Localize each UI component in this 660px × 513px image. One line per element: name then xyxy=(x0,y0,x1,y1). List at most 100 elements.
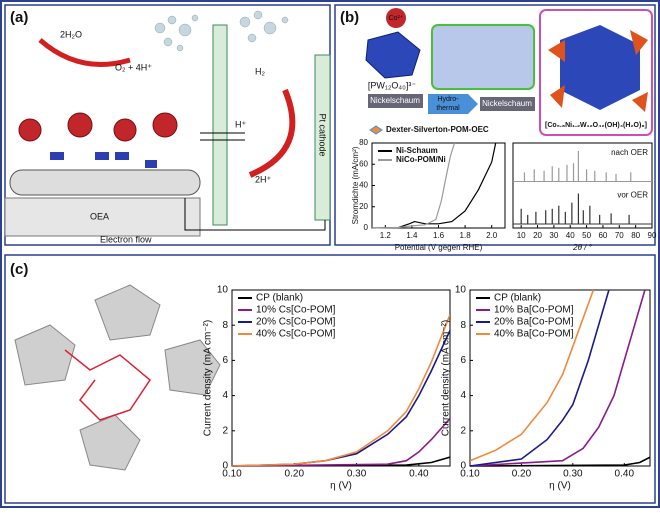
label: Hydro- xyxy=(437,96,459,103)
y-tick-label: 2 xyxy=(222,425,228,436)
x-tick-label: 0.30 xyxy=(563,469,583,480)
series-label: nach OER xyxy=(611,148,648,157)
x-tick-label: 70 xyxy=(615,231,624,240)
label: [Co₆.₈Ni₁.₂W₁₂O₄₂(OH)₄(H₂O)₈] xyxy=(545,122,647,129)
label: Nickelschaum xyxy=(482,99,532,108)
pom-structure xyxy=(365,31,421,79)
anode-label: OEA xyxy=(90,211,109,221)
label: Nickelschaum xyxy=(370,96,420,105)
cluster-core xyxy=(560,25,640,110)
crystal-structure xyxy=(14,284,221,471)
y-tick-label: 60 xyxy=(359,159,368,168)
plot-frame xyxy=(512,142,653,229)
y-tick-label: 4 xyxy=(222,390,228,401)
panel-label: (c) xyxy=(10,261,28,278)
x-axis-label: η (V) xyxy=(330,481,352,492)
x-tick-label: 0.20 xyxy=(512,469,532,480)
label: [PW₁₂O₄₀]³⁻ xyxy=(368,80,416,90)
series-label: vor OER xyxy=(617,191,648,200)
series-line xyxy=(470,289,646,467)
x-axis-label: 2θ / ° xyxy=(572,243,592,252)
y-axis-label: Current density (mA cm⁻²) xyxy=(203,320,214,436)
cathode-label: Pt cathode xyxy=(318,113,328,156)
x-tick-label: 1.8 xyxy=(460,231,472,240)
bubbles xyxy=(154,10,289,52)
y-tick-label: 4 xyxy=(460,390,466,401)
x-tick-label: 1.2 xyxy=(380,231,392,240)
legend-label: 40% Cs[Co-POM] xyxy=(256,329,336,340)
y-axis-label: Stromdichte (mA/cm²) xyxy=(351,146,360,224)
foam xyxy=(480,97,535,111)
panel-label: (b) xyxy=(340,9,359,26)
legend-label: CP (blank) xyxy=(494,293,541,304)
x-tick-label: 90 xyxy=(648,231,657,240)
series-line xyxy=(470,456,650,467)
ion xyxy=(386,8,406,28)
y-tick-label: 40 xyxy=(359,181,368,190)
circuit xyxy=(184,198,326,231)
y-tick-label: 10 xyxy=(455,285,467,296)
y-tick-label: 6 xyxy=(460,355,466,366)
cluster-units xyxy=(548,30,648,112)
y-tick-label: 0 xyxy=(222,461,228,472)
legend-label: 20% Ba[Co-POM] xyxy=(494,317,574,328)
legend-label: 40% Ba[Co-POM] xyxy=(494,329,574,340)
x-axis-label: η (V) xyxy=(549,481,571,492)
x-tick-label: 1.6 xyxy=(433,231,445,240)
legend-label: 20% Cs[Co-POM] xyxy=(256,317,336,328)
x-tick-label: 0.30 xyxy=(347,469,367,480)
legend-label: 10% Cs[Co-POM] xyxy=(256,305,336,316)
x-tick-label: 2.0 xyxy=(486,231,498,240)
series-line xyxy=(470,289,595,462)
arrow xyxy=(38,38,131,67)
x-tick-label: 20 xyxy=(533,231,542,240)
panel-label: (a) xyxy=(10,9,28,26)
label: thermal xyxy=(436,105,460,112)
arrow xyxy=(248,88,296,178)
x-tick-label: 0.10 xyxy=(222,469,242,480)
crystal-packing xyxy=(431,24,535,90)
label: Co²⁺ xyxy=(389,15,404,22)
y-tick-label: 8 xyxy=(460,320,466,331)
series-line xyxy=(232,417,450,467)
legend-label: 10% Ba[Co-POM] xyxy=(494,305,574,316)
foam xyxy=(368,94,423,108)
label: H⁺ xyxy=(235,119,246,129)
label: H₂ xyxy=(255,66,265,76)
ions xyxy=(50,152,157,168)
x-tick-label: 30 xyxy=(549,231,558,240)
panel-a: (a) Pt cathode 2H₂O O₂ + 4H⁺ H₂ H⁺ 2H⁺ O… xyxy=(4,4,331,246)
pom-clusters xyxy=(18,112,178,142)
series-line xyxy=(470,289,610,467)
cathode xyxy=(314,54,331,221)
arrow xyxy=(428,94,478,114)
y-tick-label: 8 xyxy=(222,320,228,331)
y-tick-label: 0 xyxy=(364,223,369,232)
y-tick-label: 0 xyxy=(460,461,466,472)
x-tick-label: 0.20 xyxy=(285,469,305,480)
y-tick-label: 10 xyxy=(217,285,229,296)
series-line xyxy=(372,142,497,229)
x-tick-label: 1.4 xyxy=(406,231,418,240)
membrane xyxy=(212,24,228,226)
anode xyxy=(4,197,201,237)
bonds xyxy=(64,349,151,421)
y-tick-label: 80 xyxy=(359,138,368,147)
x-tick-label: 0.40 xyxy=(409,469,429,480)
y-axis-label: Current density (mA cm⁻²) xyxy=(441,320,452,436)
y-tick-label: 6 xyxy=(222,355,228,366)
x-tick-label: 10 xyxy=(517,231,526,240)
legend-label: CP (blank) xyxy=(256,293,303,304)
y-tick-label: 2 xyxy=(460,425,466,436)
nanotube xyxy=(9,169,201,196)
label: Electron flow xyxy=(100,234,152,244)
x-tick-label: 40 xyxy=(566,231,575,240)
legend-label: NiCo-POM/Ni xyxy=(396,155,446,164)
label: 2H₂O xyxy=(60,29,82,39)
series-line xyxy=(232,314,450,467)
x-tick-label: 50 xyxy=(582,231,591,240)
y-tick-label: 20 xyxy=(359,202,368,211)
x-axis-label: Potential (V gegen RHE) xyxy=(395,243,483,252)
series-line xyxy=(372,142,456,229)
